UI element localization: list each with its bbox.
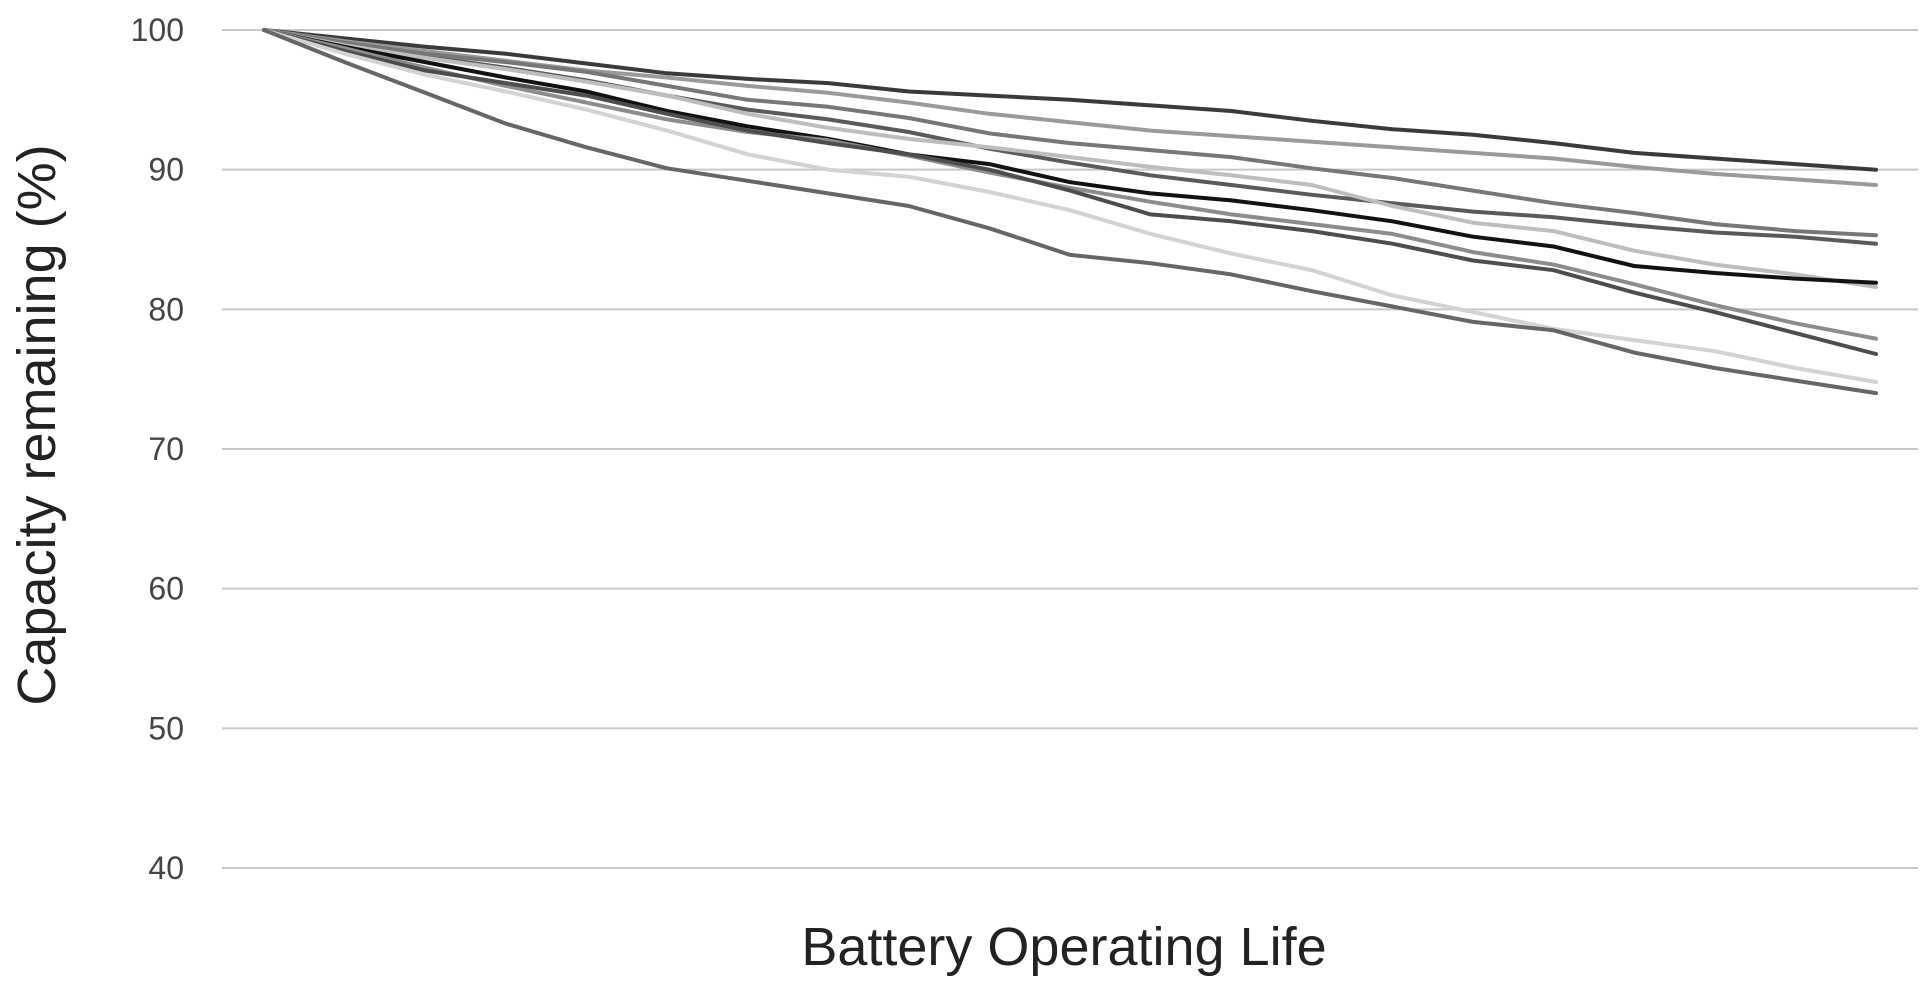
y-tick-label-40: 40 [148,850,184,886]
series-line-5 [262,28,1878,289]
series-line-10 [262,28,1878,396]
series-line-7 [262,28,1878,341]
y-tick-label-100: 100 [131,12,184,48]
y-axis-title: Capacity remaining (%) [7,144,67,705]
gridlines [222,29,1918,869]
y-tick-label-60: 60 [148,571,184,607]
series-line-4 [262,28,1878,238]
series-line-8 [262,28,1878,356]
series-line-1 [262,28,1878,172]
series-lines [262,28,1878,396]
series-line-9 [262,28,1878,384]
y-axis-tick-labels: 100 90 80 70 60 50 40 [131,12,184,886]
y-tick-label-50: 50 [148,710,184,746]
y-tick-label-70: 70 [148,431,184,467]
x-axis-title: Battery Operating Life [801,917,1326,977]
y-tick-label-90: 90 [148,152,184,188]
series-line-6 [262,28,1878,285]
y-tick-label-80: 80 [148,291,184,327]
